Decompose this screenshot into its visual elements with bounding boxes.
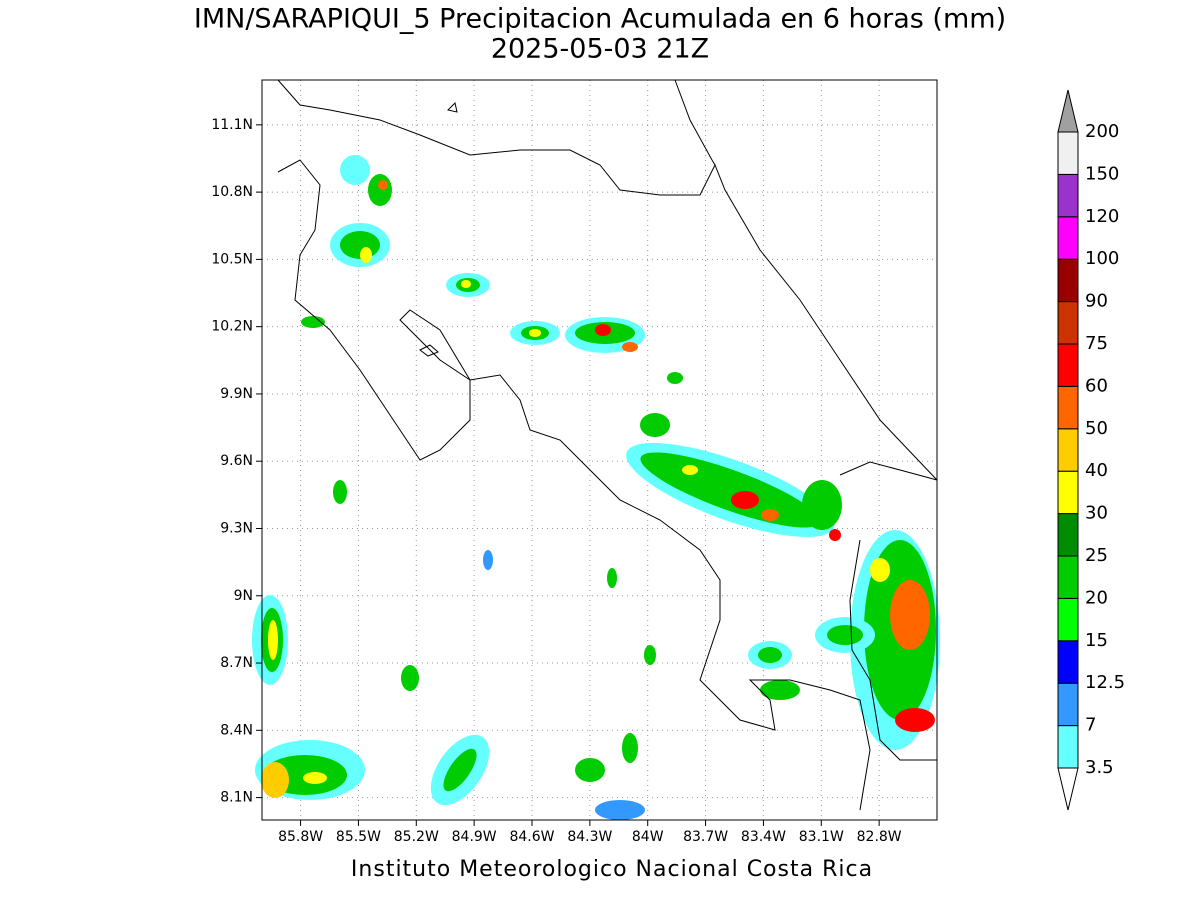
colorbar-label: 200 — [1085, 121, 1119, 142]
colorbar-box — [1057, 385, 1079, 430]
colorbar-label: 12.5 — [1085, 672, 1125, 693]
colorbar-box — [1057, 725, 1079, 769]
y-tick-label: 9N — [234, 588, 253, 604]
colorbar-box — [1057, 555, 1079, 599]
y-tick-label: 9.6N — [220, 453, 253, 469]
precipitation-field — [252, 155, 940, 820]
x-tick-label: 84.3W — [567, 829, 612, 845]
colorbar-label: 25 — [1085, 545, 1108, 566]
y-tick-label: 10.8N — [211, 184, 253, 200]
y-tick-label: 9.9N — [220, 386, 253, 402]
colorbar-box — [1057, 470, 1079, 515]
colorbar-label: 150 — [1085, 163, 1119, 184]
colorbar-label: 120 — [1085, 206, 1119, 227]
colorbar-box — [1057, 513, 1079, 557]
colorbar-label: 90 — [1085, 291, 1108, 312]
colorbar-box — [1057, 258, 1079, 303]
x-tick-label: 83.4W — [741, 829, 786, 845]
colorbar-label: 20 — [1085, 587, 1108, 608]
colorbar-box — [1057, 343, 1079, 387]
footer: Instituto Meteorologico Nacional Costa R… — [351, 857, 873, 882]
y-tick-label: 10.5N — [211, 251, 253, 267]
x-tick-label: 84.9W — [452, 829, 497, 845]
map-area — [252, 79, 940, 821]
x-tick-label: 84W — [632, 829, 664, 845]
coastlines — [277, 79, 938, 811]
x-tick-label: 83.1W — [799, 829, 844, 845]
y-tick-label: 8.1N — [220, 790, 253, 806]
colorbar-label: 50 — [1085, 418, 1108, 439]
colorbar-box — [1057, 131, 1079, 175]
chart-title: IMN/SARAPIQUI_5 Precipitacion Acumulada … — [194, 4, 1006, 35]
colorbar-label: 3.5 — [1085, 757, 1114, 778]
x-tick-label: 85.2W — [394, 829, 439, 845]
colorbar-label: 75 — [1085, 333, 1108, 354]
colorbar-box — [1057, 216, 1079, 260]
colorbar-under — [1057, 767, 1079, 811]
y-tick-label: 11.1N — [211, 117, 253, 133]
colorbar-label: 7 — [1085, 715, 1096, 736]
colorbar-over — [1057, 89, 1079, 133]
colorbar-box — [1057, 173, 1079, 218]
colorbar-label: 60 — [1085, 375, 1108, 396]
map-background — [262, 80, 937, 820]
colorbar-label: 30 — [1085, 503, 1108, 524]
y-tick-label: 9.3N — [220, 520, 253, 536]
colorbar-box — [1057, 428, 1079, 472]
chart-subtitle: 2025-05-03 21Z — [491, 34, 709, 65]
colorbar-label: 40 — [1085, 460, 1108, 481]
map-frame — [261, 79, 938, 821]
x-tick-label: 82.8W — [857, 829, 902, 845]
colorbar-box — [1057, 597, 1079, 642]
y-tick-label: 8.7N — [220, 655, 253, 671]
colorbar-box — [1057, 640, 1079, 684]
x-tick-label: 85.8W — [278, 829, 323, 845]
colorbar-label: 15 — [1085, 630, 1108, 651]
colorbar-box — [1057, 682, 1079, 727]
colorbar-label: 100 — [1085, 248, 1119, 269]
colorbar: 3.5 7 12.5 15 20 25 30 40 50 60 75 90 100 120 150 200 — [1057, 89, 1125, 811]
x-tick-label: 83.7W — [683, 829, 728, 845]
x-tick-label: 84.6W — [509, 829, 554, 845]
y-tick-label: 8.4N — [220, 722, 253, 738]
colorbar-box — [1057, 301, 1079, 345]
x-tick-label: 85.5W — [336, 829, 381, 845]
y-tick-label: 10.2N — [211, 319, 253, 335]
